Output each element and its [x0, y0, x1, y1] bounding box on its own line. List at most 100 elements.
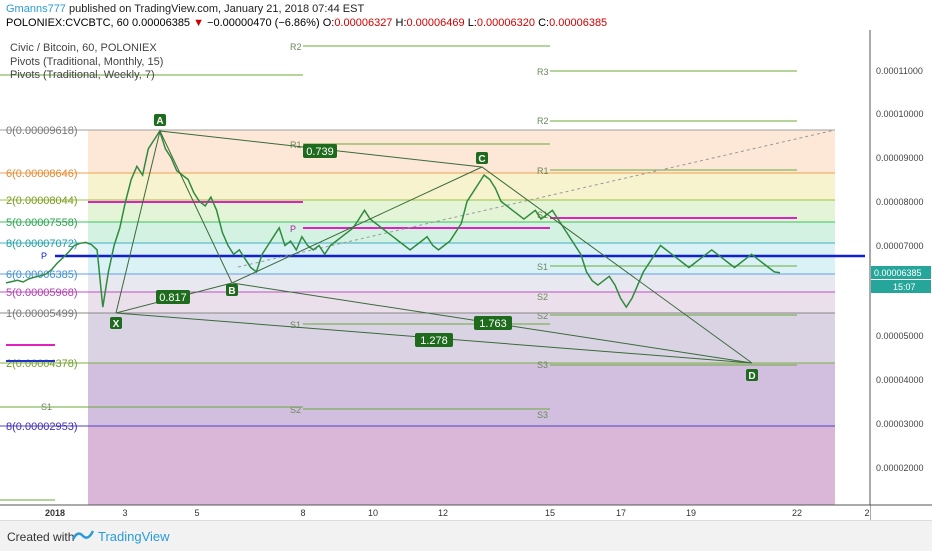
- pivot-labels: R2 R3 R2 R1 R1 P P S1 S1 S2 S1 S3 S2 S1 …: [41, 42, 549, 420]
- fib-band: [88, 292, 835, 313]
- fib-label: 5(0.00005968): [6, 287, 78, 299]
- point-label: D: [748, 371, 755, 382]
- fib-band: [88, 200, 835, 222]
- y-tick: 0.00010000: [876, 109, 924, 119]
- fib-label: 2(0.00008044): [6, 195, 78, 207]
- fib-label: 0(0.00009618): [6, 125, 78, 137]
- fib-label: 1(0.00005499): [6, 308, 78, 320]
- pivot-label: S2: [290, 405, 301, 415]
- ratio-label: 0.739: [306, 146, 334, 158]
- pivot-label: S1: [537, 210, 548, 220]
- low-value: 0.00006320: [476, 17, 535, 29]
- price-chart[interactable]: 0(0.00009618) 6(0.00008646) 2(0.00008044…: [0, 30, 932, 520]
- pivot-label: S2: [537, 311, 548, 321]
- created-with-text: Created with: [7, 530, 75, 544]
- low-label: L:: [467, 17, 477, 29]
- time-ticks: 2018 3 5 8 10 12 15 17 19 22 2: [45, 508, 870, 518]
- symbol-text: POLONIEX:CVCBTC, 60: [6, 17, 129, 29]
- x-tick: 2018: [45, 508, 65, 518]
- x-tick: 3: [122, 508, 127, 518]
- y-tick: 0.00008000: [876, 197, 924, 207]
- chart-legend: Civic / Bitcoin, 60, POLONIEX Pivots (Tr…: [10, 42, 163, 83]
- tradingview-logo-icon[interactable]: [72, 528, 94, 542]
- pivot-label: R2: [537, 116, 549, 126]
- point-label: B: [228, 286, 235, 297]
- x-tick: 19: [686, 508, 696, 518]
- pivot-label: R3: [537, 67, 549, 77]
- fib-band: [88, 274, 835, 292]
- price-tag: [871, 266, 931, 279]
- pivot-lines: [0, 45, 797, 501]
- pivot-label: S3: [537, 360, 548, 370]
- magenta-levels: [6, 201, 797, 346]
- time-tag: [871, 280, 931, 293]
- high-value: 0.00006469: [406, 17, 465, 29]
- ratio-label: 1.278: [420, 335, 448, 347]
- x-tick: 2: [864, 508, 869, 518]
- open-label: O:: [322, 17, 335, 29]
- ratio-label: 1.763: [479, 318, 507, 330]
- ratio-box: [303, 144, 337, 158]
- high-label: H:: [395, 17, 407, 29]
- price-ticks: 0.00011000 0.00010000 0.00009000 0.00008…: [876, 66, 924, 473]
- legend-weekly-pivots[interactable]: Pivots (Traditional, Weekly, 7): [10, 69, 155, 81]
- time-axis[interactable]: [0, 505, 870, 520]
- change-text: −0.00000470 (−6.86%): [207, 17, 320, 29]
- price-tag-text: 0.00006385: [874, 268, 922, 278]
- fib-band: [88, 243, 835, 274]
- close-value: 0.00006385: [549, 17, 608, 29]
- fib-labels: 0(0.00009618) 6(0.00008646) 2(0.00008044…: [6, 125, 78, 433]
- pivot-label: S1: [537, 262, 548, 272]
- x-tick: 5: [194, 508, 199, 518]
- fib-label: 5(0.00007558): [6, 217, 78, 229]
- point-label: C: [478, 154, 485, 165]
- chart-header: Gmanns777 published on TradingView.com, …: [0, 0, 932, 30]
- ratio-box: [156, 290, 190, 304]
- x-tick: 10: [368, 508, 378, 518]
- trend-line: [237, 129, 836, 268]
- pivot-label: R1: [290, 140, 302, 150]
- y-tick: 0.00005000: [876, 331, 924, 341]
- pivot-label: R2: [290, 42, 302, 52]
- fib-band: [88, 222, 835, 243]
- ratio-label: 0.817: [159, 292, 187, 304]
- pivot-label: S3: [537, 410, 548, 420]
- chart-area[interactable]: 0(0.00009618) 6(0.00008646) 2(0.00008044…: [0, 30, 932, 520]
- ratio-box: [474, 316, 512, 330]
- x-tick: 22: [792, 508, 802, 518]
- fib-band: [88, 426, 835, 506]
- fib-band: [88, 313, 835, 363]
- pivot-label: S1: [41, 402, 52, 412]
- pivot-label: S1: [290, 320, 301, 330]
- publish-text: published on TradingView.com, January 21…: [69, 3, 365, 15]
- pattern-ratios: 0.739 0.817 1.763 1.278: [156, 144, 512, 347]
- y-tick: 0.00003000: [876, 419, 924, 429]
- fib-band: [88, 363, 835, 426]
- fib-band: [88, 173, 835, 200]
- pivot-label: P: [290, 224, 296, 234]
- legend-title: Civic / Bitcoin, 60, POLONIEX: [10, 42, 157, 54]
- footer-bar: Created with TradingView: [0, 520, 932, 551]
- fib-label: 6(0.00008646): [6, 168, 78, 180]
- x-tick: 12: [438, 508, 448, 518]
- fib-label: 8(0.00002953): [6, 421, 78, 433]
- tradingview-link[interactable]: TradingView: [98, 529, 170, 544]
- author-link[interactable]: Gmanns777: [6, 3, 66, 15]
- y-tick: 0.00009000: [876, 153, 924, 163]
- pivot-label: P: [41, 251, 47, 261]
- pivot-label: S2: [537, 292, 548, 302]
- point-label: X: [113, 319, 120, 330]
- x-tick: 8: [300, 508, 305, 518]
- point-badge: [746, 369, 758, 381]
- x-tick: 17: [616, 508, 626, 518]
- close-label: C:: [538, 17, 550, 29]
- pivot-label: R1: [537, 166, 549, 176]
- legend-monthly-pivots[interactable]: Pivots (Traditional, Monthly, 15): [10, 55, 164, 68]
- publish-line: Gmanns777 published on TradingView.com, …: [6, 3, 364, 15]
- x-tick: 15: [545, 508, 555, 518]
- y-tick: 0.00007000: [876, 241, 924, 251]
- point-badge: [110, 317, 122, 329]
- y-tick: 0.00004000: [876, 375, 924, 385]
- point-badge: [154, 114, 166, 126]
- fib-band: [88, 130, 835, 173]
